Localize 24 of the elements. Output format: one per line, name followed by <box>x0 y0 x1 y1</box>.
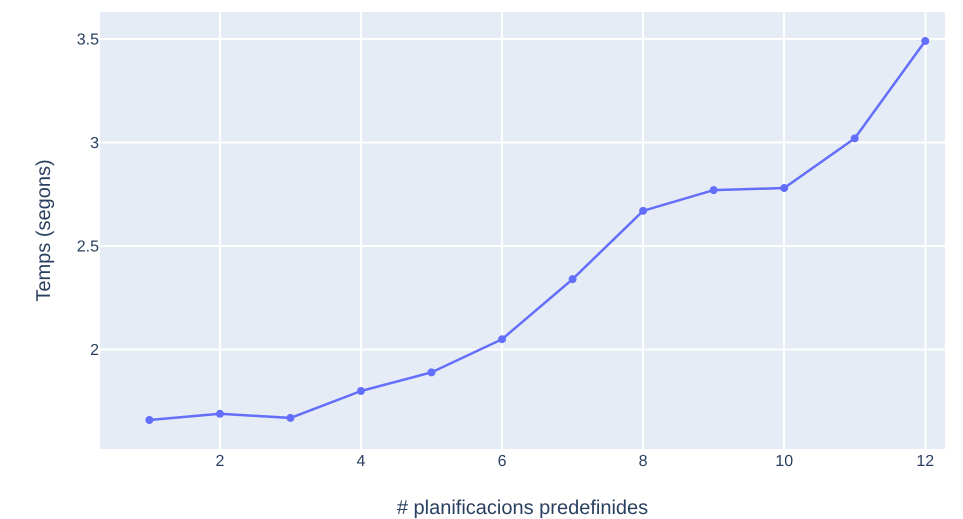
y-axis-title: Temps (segons) <box>33 159 55 302</box>
y-tick-label: 2.5 <box>76 238 100 256</box>
point <box>780 184 788 192</box>
point <box>145 416 154 424</box>
y-tick-label: 2 <box>90 342 100 360</box>
point <box>216 410 224 418</box>
y-tick-label: 3.5 <box>76 32 100 49</box>
x-tick-label: 6 <box>498 453 507 470</box>
point <box>921 37 930 45</box>
point <box>356 387 365 396</box>
x-tick-label: 10 <box>775 453 794 470</box>
x-tick-label: 12 <box>916 453 934 470</box>
x-tick-label: 2 <box>215 453 224 470</box>
point <box>639 206 648 215</box>
point <box>498 335 506 344</box>
point <box>286 414 294 422</box>
point <box>568 275 577 284</box>
point <box>428 368 436 376</box>
x-tick-label: 8 <box>638 453 648 470</box>
point <box>850 134 859 142</box>
x-tick-label: 4 <box>356 453 366 470</box>
point <box>710 186 718 194</box>
y-tick-label: 3 <box>90 135 100 152</box>
x-axis-title: # planificacions predefinides <box>396 497 648 519</box>
